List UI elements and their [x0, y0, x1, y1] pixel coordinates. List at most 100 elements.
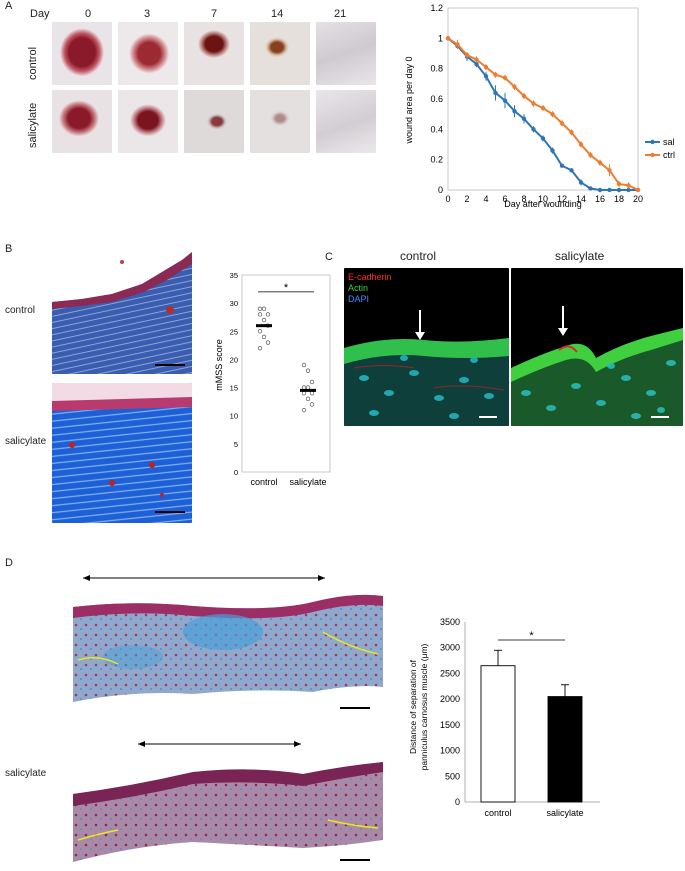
score-point-0-0 [257, 306, 263, 311]
score-point-1-4 [305, 385, 311, 390]
score-point-1-1 [305, 368, 311, 373]
y-tick-label-0: 0 [455, 797, 460, 807]
score-point-0-6 [257, 329, 263, 334]
y-tick-label-3: 15 [230, 384, 238, 393]
wound-photo-control-day14 [250, 22, 310, 85]
y-tick-label-0: 0 [234, 468, 238, 477]
y-tick-label-5: 2500 [440, 668, 460, 678]
fluoro-col-control: control [400, 249, 437, 263]
y-tick-label-3: 1500 [440, 720, 460, 730]
wound-photo-salicylate-day7 [184, 90, 244, 153]
y-tick-label-5: 25 [230, 327, 238, 336]
wound-photo-salicylate-day3 [118, 90, 178, 153]
data-point-sal-3 [474, 61, 479, 67]
day-label: Day [30, 8, 50, 20]
data-point-ctrl-17 [607, 168, 612, 173]
score-point-1-5 [309, 391, 315, 396]
data-point-ctrl-4 [483, 64, 489, 70]
x-category-label-0: control [250, 477, 277, 487]
data-point-ctrl-14 [578, 142, 584, 147]
data-point-ctrl-15 [588, 152, 593, 158]
data-point-ctrl-11 [550, 111, 555, 117]
y-tick-label-3: 0.6 [430, 94, 443, 104]
wound-photo-control-day3 [118, 22, 178, 85]
data-point-ctrl-2 [464, 52, 470, 58]
data-point-ctrl-1 [455, 42, 460, 47]
x-tick-label-2: 4 [483, 194, 488, 204]
x-tick-label-3: 6 [502, 194, 507, 204]
data-point-ctrl-12 [559, 121, 565, 126]
fluoro-image-control [344, 268, 509, 426]
score-point-0-9 [257, 346, 263, 351]
score-point-1-2 [309, 379, 315, 385]
data-point-ctrl-7 [512, 84, 517, 90]
score-point-0-3 [257, 312, 263, 317]
data-point-sal-5 [493, 90, 498, 96]
y-tick-label-4: 20 [230, 355, 238, 364]
scale-bar-b-salicylate [155, 511, 185, 513]
y-tick-label-7: 35 [230, 271, 238, 280]
wound-photo-control-day7 [184, 22, 244, 85]
row-label-salicylate: salicylate [27, 102, 39, 148]
data-point-sal-16 [597, 187, 603, 193]
data-point-sal-13 [569, 168, 574, 173]
y-tick-label-7: 3500 [440, 617, 460, 627]
distance-ylabel-line2: panniculus carnosus muscle (μm) [419, 643, 429, 770]
y-tick-label-1: 0.2 [430, 155, 443, 165]
data-point-ctrl-20 [635, 187, 641, 193]
y-tick-label-6: 3000 [440, 643, 460, 653]
score-point-1-7 [305, 396, 311, 401]
y-tick-label-1: 5 [234, 440, 238, 449]
data-point-ctrl-8 [521, 93, 527, 99]
data-point-ctrl-18 [616, 181, 622, 187]
panel-letter-b: B [5, 243, 13, 255]
y-tick-label-2: 0.4 [430, 124, 443, 134]
x-tick-label-5: 10 [538, 194, 548, 204]
x-tick-label-6: 12 [557, 194, 567, 204]
y-tick-label-6: 1.2 [430, 3, 443, 13]
score-point-1-0 [301, 362, 307, 368]
legend-label-sal: sal [663, 137, 675, 147]
x-tick-label-4: 8 [521, 194, 526, 204]
score-point-1-9 [301, 407, 307, 413]
day-header-3: 3 [144, 8, 151, 20]
y-tick-label-1: 500 [445, 771, 460, 781]
x-tick-label-8: 16 [595, 194, 605, 204]
histology-image-salicylate [52, 383, 192, 523]
day-header-14: 14 [271, 8, 284, 20]
data-point-sal-8 [521, 116, 527, 121]
panel-letter-d: D [5, 557, 13, 569]
data-point-ctrl-13 [569, 130, 574, 135]
data-point-sal-15 [588, 186, 593, 191]
x-category-label-1: salicylate [289, 477, 326, 487]
mmss-ylabel: mMSS score [214, 339, 224, 391]
y-tick-label-6: 30 [230, 299, 238, 308]
row-label-control: control [27, 46, 39, 80]
panel-letter-a: A [5, 0, 13, 12]
legend-ecadherin: E-cadherin [348, 272, 392, 282]
legend-dapi: DAPI [348, 294, 370, 304]
x-tick-label-9: 18 [614, 194, 624, 204]
data-point-ctrl-5 [493, 72, 498, 77]
wound-photo-salicylate-day14 [250, 90, 310, 153]
plot-frame [241, 274, 331, 473]
y-tick-label-5: 1 [438, 33, 443, 43]
data-point-ctrl-9 [531, 101, 536, 106]
score-point-0-1 [261, 306, 267, 311]
histology-d-label-salicylate: salicylate [5, 768, 47, 779]
score-point-0-7 [261, 334, 267, 340]
wound-photo-control-day21 [316, 22, 376, 85]
mmss-score-chart: mMSS score 0 5 10 15 20 25 30 35 control salicyla… [214, 271, 331, 487]
distance-ylabel-line1: Distance of separation of [408, 659, 418, 754]
x-category-label-0: control [484, 808, 511, 818]
x-tick-label-1: 2 [464, 194, 469, 204]
legend-marker-sal [650, 139, 655, 145]
histology-label-salicylate: salicylate [5, 436, 47, 447]
data-point-sal-4 [483, 74, 489, 79]
x-tick-label-0: 0 [445, 194, 450, 204]
data-point-sal-9 [531, 127, 536, 132]
y-tick-label-2: 10 [230, 412, 238, 421]
data-point-sal-18 [616, 187, 622, 193]
y-tick-label-2: 1000 [440, 746, 460, 756]
data-point-sal-19 [626, 187, 631, 193]
